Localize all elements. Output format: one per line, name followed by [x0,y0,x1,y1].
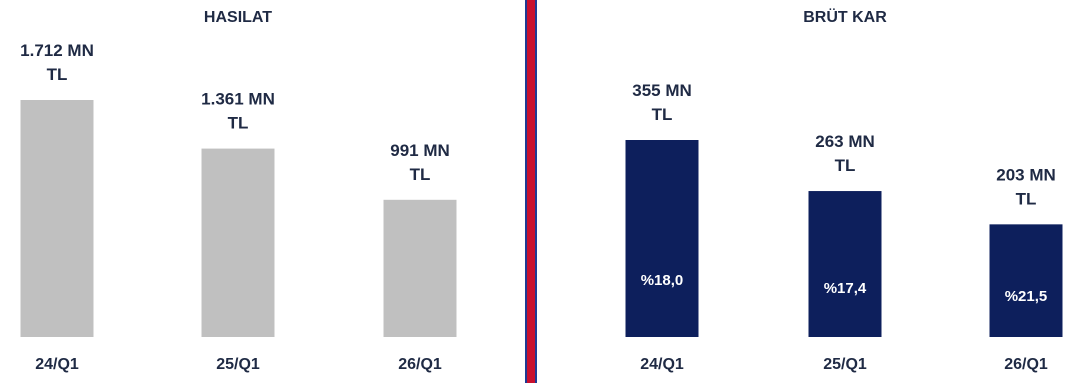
revenue-value-label: 991 MN [390,141,450,160]
revenue-bar-25-q1 [201,148,275,337]
revenue-category-label: 25/Q1 [216,356,260,373]
revenue-bar-26-q1 [383,199,457,337]
gross-profit-margin-label: %18,0 [641,272,684,289]
gross-profit-margin-label: %21,5 [1005,288,1048,305]
gross-profit-category-label: 24/Q1 [640,356,684,373]
revenue-value-label: 1.712 MN [20,41,94,60]
revenue-bar-24-q1 [20,100,94,337]
gross-profit-unit-label: TL [652,105,673,124]
revenue-value-label: 1.361 MN [201,90,275,109]
gross-profit-margin-label: %17,4 [824,280,867,297]
revenue-category-label: 26/Q1 [398,356,442,373]
revenue-unit-label: TL [410,165,431,184]
revenue-chart-title: HASILAT [204,9,272,26]
gross-profit-category-label: 26/Q1 [1004,356,1048,373]
divider-line [527,0,535,383]
gross-profit-value-label: 203 MN [996,165,1056,184]
gross-profit-bar-25-q1 [808,191,882,337]
gross-profit-bar-24-q1 [625,140,699,337]
revenue-category-label: 24/Q1 [35,356,79,373]
gross-profit-category-label: 25/Q1 [823,356,867,373]
gross-profit-unit-label: TL [1016,189,1037,208]
gross-profit-value-label: 355 MN [632,81,692,100]
gross-profit-chart-title: BRÜT KAR [803,7,887,26]
gross-profit-value-label: 263 MN [815,132,875,151]
gross-profit-unit-label: TL [835,156,856,175]
revenue-unit-label: TL [47,65,68,84]
gross-profit-bar-26-q1 [989,224,1063,337]
revenue-unit-label: TL [228,114,249,133]
